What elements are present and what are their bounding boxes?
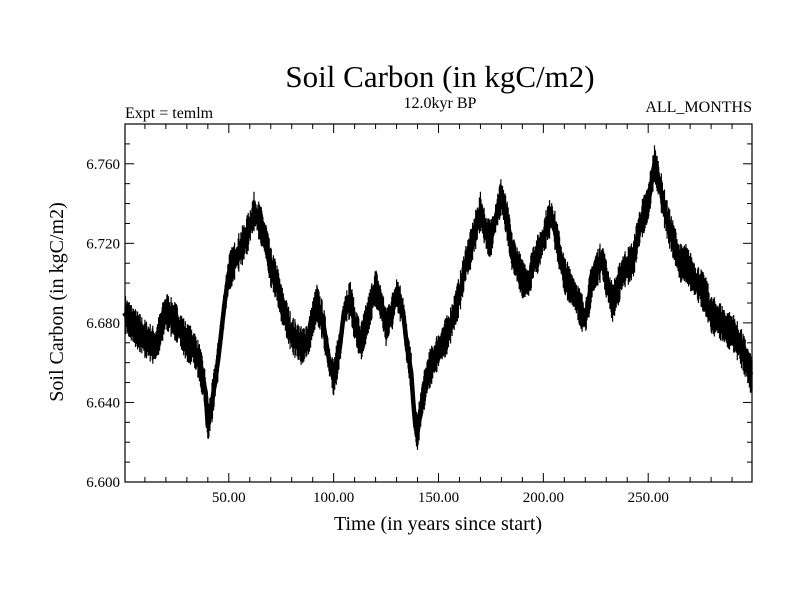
- series-variability-band: [124, 145, 753, 450]
- x-tick-label: 150.00: [418, 490, 459, 506]
- x-axis-ticks: [144, 124, 733, 482]
- y-axis-label: Soil Carbon (in kgC/m2): [46, 202, 68, 401]
- y-tick-label: 6.640: [86, 395, 120, 411]
- x-tick-label: 50.00: [212, 490, 246, 506]
- y-tick-label: 6.600: [86, 475, 120, 491]
- x-axis-tick-labels: 50.00 100.00 150.00 200.00 250.00: [212, 490, 669, 506]
- y-tick-label: 6.720: [86, 236, 120, 252]
- series-line: [122, 161, 754, 435]
- x-axis-label: Time (in years since start): [334, 513, 542, 535]
- months-label: ALL_MONTHS: [645, 99, 752, 116]
- x-tick-label: 200.00: [523, 490, 564, 506]
- y-tick-label: 6.680: [86, 316, 120, 332]
- chart-title: Soil Carbon (in kgC/m2): [285, 59, 594, 94]
- chart-subtitle: 12.0kyr BP: [404, 95, 477, 112]
- plot-frame: [124, 123, 753, 483]
- y-tick-label: 6.760: [86, 157, 120, 173]
- x-tick-label: 250.00: [628, 490, 669, 506]
- y-axis-tick-labels: 6.600 6.640 6.680 6.720 6.760: [86, 157, 120, 491]
- x-tick-label: 100.00: [313, 490, 354, 506]
- experiment-label: Expt = temlm: [125, 105, 214, 122]
